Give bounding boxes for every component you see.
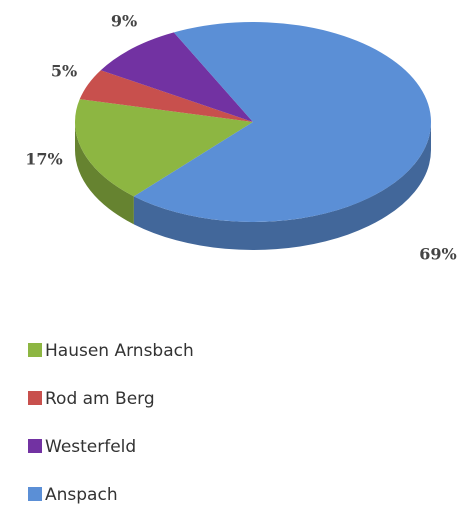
legend-swatch xyxy=(28,439,42,453)
slice xyxy=(79,70,253,122)
slice xyxy=(100,32,253,122)
legend-swatch xyxy=(28,391,42,405)
slice-side xyxy=(133,122,431,250)
legend-label: Hausen Arnsbach xyxy=(45,341,194,361)
slice-side xyxy=(75,122,134,225)
slice xyxy=(75,99,253,197)
legend-label: Rod am Berg xyxy=(45,389,155,409)
legend-swatch xyxy=(28,343,42,357)
data-label: 9% xyxy=(111,12,137,31)
data-label: 69% xyxy=(419,245,456,264)
legend-label: Anspach xyxy=(45,485,118,505)
legend-swatch xyxy=(28,487,42,501)
legend-label: Westerfeld xyxy=(45,437,136,457)
slice xyxy=(133,22,432,223)
data-label: 17% xyxy=(25,150,62,169)
data-label: 5% xyxy=(51,62,77,81)
